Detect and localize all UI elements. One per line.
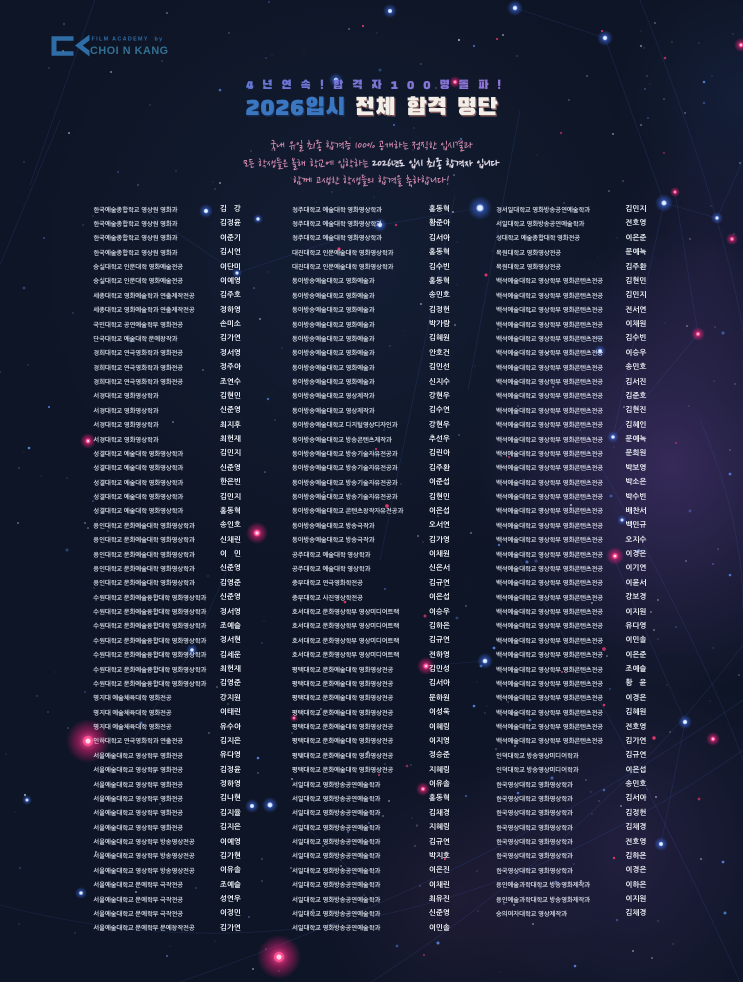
- svg-text:CHOI N KANG: CHOI N KANG: [90, 45, 169, 57]
- svg-text:FILM ACADEMY by: FILM ACADEMY by: [92, 37, 164, 43]
